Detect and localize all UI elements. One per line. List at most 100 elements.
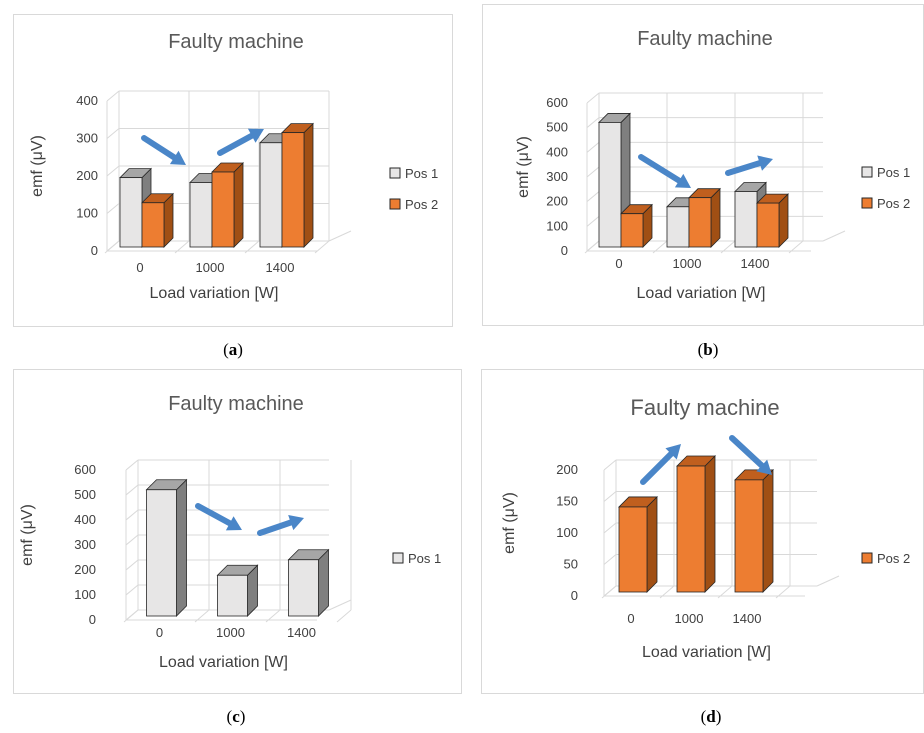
gridline-side (586, 141, 600, 153)
x-tick-label: 1000 (673, 256, 702, 271)
y-tick-label: 0 (561, 243, 568, 258)
legend-label: Pos 1 (877, 165, 910, 180)
x-tick-label: 0 (156, 625, 163, 640)
y-tick-label: 50 (564, 557, 578, 572)
gridline-side (586, 191, 600, 203)
bar-front (734, 191, 758, 248)
bar-pos-2-1400 (734, 468, 774, 593)
legend-swatch (389, 167, 401, 179)
y-tick-label: 200 (74, 562, 96, 577)
arrow-shaft (725, 160, 763, 176)
x-tick-label: 1000 (216, 625, 245, 640)
chart-d-svg: Faulty machine 0 50 100 150 200 emf (μV) Load v… (501, 395, 910, 661)
y-tick-label: 100 (74, 587, 96, 602)
y-tick-label: 400 (74, 512, 96, 527)
arrow-head (169, 150, 186, 165)
y-axis-label: emf (μV) (515, 136, 532, 198)
y-tick-label: 100 (546, 218, 568, 233)
x-tick-label: 1000 (675, 611, 704, 626)
gridline-side (125, 509, 139, 521)
bar-side (303, 122, 314, 248)
y-tick-label: 300 (76, 131, 98, 146)
legend-label: Pos 2 (405, 197, 438, 212)
gridline-side (586, 215, 600, 227)
bar-front (211, 171, 235, 248)
legend-label: Pos 1 (405, 166, 438, 181)
bar-front (288, 559, 319, 617)
arrow-shaft (141, 135, 178, 161)
y-tick-label: 600 (546, 95, 568, 110)
gridline-side (586, 92, 600, 104)
arrow-head (757, 155, 773, 171)
floor-edge (328, 230, 352, 242)
bar-front (189, 182, 213, 248)
gridline-side (125, 584, 139, 596)
bar-side (704, 455, 716, 593)
trend-arrow-icon (257, 514, 304, 536)
bar-front (620, 213, 644, 248)
bar-pos-2-1000 (676, 455, 716, 593)
bar-pos-2-1400 (756, 193, 789, 248)
bar-front (666, 206, 690, 248)
chart-c-svg: Faulty machine 0 100 200 300 400 500 600 emf (μV… (19, 393, 441, 671)
bar-pos-1-0 (145, 478, 188, 617)
y-tick-label: 200 (76, 168, 98, 183)
bar-front (141, 202, 165, 248)
arrow-shaft (640, 450, 675, 485)
floor-line (336, 609, 352, 623)
y-tick-label: 300 (74, 537, 96, 552)
y-tick-label: 0 (91, 243, 98, 258)
bar-front (676, 465, 706, 593)
legend-label: Pos 1 (408, 551, 441, 566)
gridline-side (106, 90, 120, 102)
y-tick-label: 300 (546, 169, 568, 184)
x-tick-label: 0 (627, 611, 634, 626)
legend-label: Pos 2 (877, 551, 910, 566)
bar-pos-2-0 (141, 192, 174, 248)
legend-swatch (389, 198, 401, 210)
trend-arrow-icon (141, 135, 186, 165)
bar-front (259, 142, 283, 248)
arrow-shaft (195, 503, 233, 527)
gridline-side (603, 491, 617, 502)
chart-title: Faulty machine (630, 395, 779, 420)
bar-pos-1-1400 (287, 548, 330, 617)
chart-panel-d: Faulty machine 0 50 100 150 200 emf (μV) Load v… (481, 369, 924, 694)
bar-pos-2-1400 (281, 122, 314, 248)
trend-arrow-icon (195, 503, 242, 531)
arrow-head (756, 459, 772, 475)
trend-arrow-icon (729, 435, 772, 475)
gridline-side (106, 203, 120, 214)
y-tick-label: 500 (74, 487, 96, 502)
x-tick-label: 0 (136, 260, 143, 275)
y-tick-label: 150 (556, 494, 578, 509)
bar-pos-2-0 (620, 203, 653, 248)
arrow-head (674, 173, 691, 188)
x-tick-label: 0 (615, 256, 622, 271)
y-tick-label: 400 (546, 144, 568, 159)
arrow-head (665, 444, 681, 460)
gridline-side (125, 484, 139, 496)
bar-front (281, 132, 305, 248)
x-axis-label: Load variation [W] (159, 654, 288, 671)
y-tick-label: 200 (556, 462, 578, 477)
chart-panel-b: Faulty machine 0 100 200 300 400 500 600 emf (μV… (482, 4, 924, 326)
legend-swatch (392, 552, 404, 564)
x-tick-label: 1400 (287, 625, 316, 640)
y-axis-label: emf (μV) (29, 135, 46, 197)
y-tick-label: 400 (76, 93, 98, 108)
x-axis-label: Load variation [W] (150, 285, 279, 302)
bar-side (762, 468, 774, 593)
bar-side (646, 495, 658, 593)
arrow-head (225, 516, 242, 531)
bar-pos-2-1000 (211, 162, 244, 248)
y-axis-label: emf (μV) (501, 492, 518, 554)
bar-front (734, 479, 764, 593)
caption-d: (d) (700, 707, 722, 726)
floor-edge (822, 230, 846, 242)
y-tick-label: 200 (546, 194, 568, 209)
bar-pos-2-0 (618, 495, 658, 593)
x-axis-label: Load variation [W] (642, 644, 771, 661)
arrow-head (247, 128, 264, 143)
gridline-side (603, 554, 617, 565)
